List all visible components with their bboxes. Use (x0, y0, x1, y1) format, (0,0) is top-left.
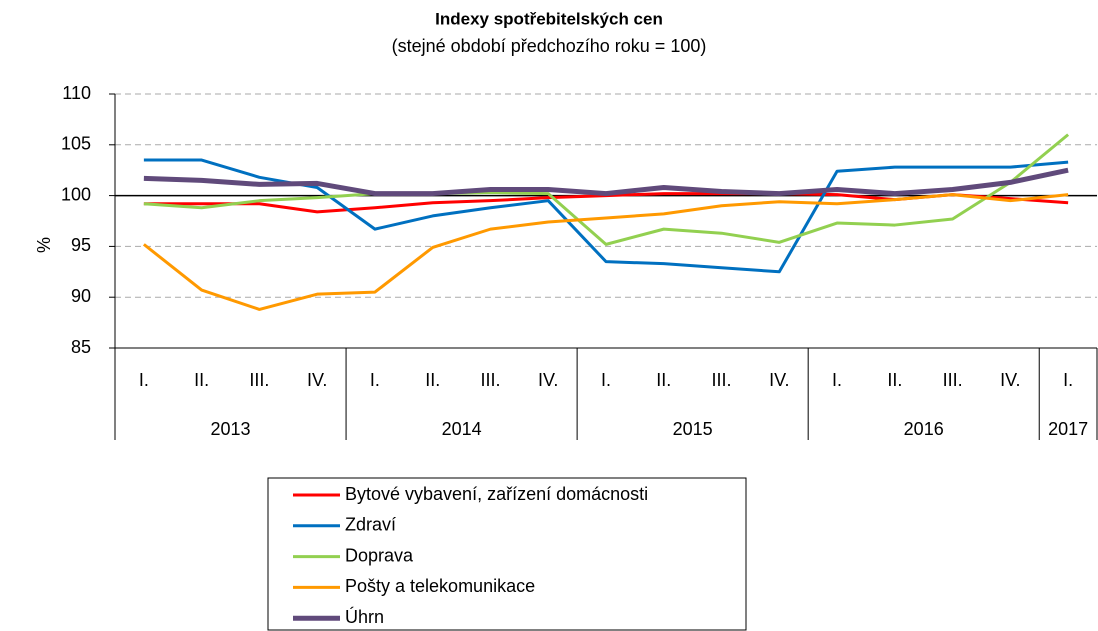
series-line (143, 158, 1069, 274)
x-tick-label: III. (249, 370, 269, 390)
x-tick-label: I. (832, 370, 842, 390)
x-tick-label: I. (601, 370, 611, 390)
x-tick-label: III. (712, 370, 732, 390)
legend-label: Bytové vybavení, zařízení domácnosti (345, 484, 648, 504)
x-tick-label: I. (370, 370, 380, 390)
y-axis-label: % (34, 237, 54, 253)
chart-title: Indexy spotřebitelských cen (435, 9, 663, 28)
x-tick-label: II. (425, 370, 440, 390)
series-line (143, 133, 1070, 246)
x-tick-label: II. (656, 370, 671, 390)
x-tick-label: III. (480, 370, 500, 390)
y-tick-label: 105 (61, 134, 91, 154)
x-group-label: 2015 (673, 419, 713, 439)
y-tick-label: 110 (62, 83, 91, 103)
legend-box (267, 477, 747, 631)
x-tick-label: IV. (769, 370, 789, 390)
x-group-label: 2014 (442, 419, 482, 439)
y-tick-label: 85 (71, 337, 91, 357)
legend-label: Úhrn (345, 606, 384, 627)
x-tick-label: IV. (307, 370, 327, 390)
series-line (143, 167, 1069, 197)
y-tick-label: 95 (71, 235, 91, 255)
x-tick-label: III. (943, 370, 963, 390)
chart-subtitle: (stejné období předchozího roku = 100) (392, 36, 707, 56)
y-tick-label: 100 (61, 184, 91, 204)
x-tick-label: IV. (1000, 370, 1020, 390)
series-line (142, 193, 1069, 311)
y-tick-label: 90 (71, 286, 91, 306)
x-tick-label: IV. (538, 370, 558, 390)
legend-label: Zdraví (345, 515, 396, 535)
x-group-label: 2017 (1048, 419, 1088, 439)
x-group-label: 2016 (904, 419, 944, 439)
x-tick-label: I. (139, 370, 149, 390)
x-group-label: 2013 (211, 419, 251, 439)
x-tick-label: II. (887, 370, 902, 390)
x-tick-label: I. (1063, 370, 1073, 390)
legend-label: Doprava (345, 545, 414, 565)
legend-label: Pošty a telekomunikace (345, 576, 535, 596)
x-tick-label: II. (194, 370, 209, 390)
